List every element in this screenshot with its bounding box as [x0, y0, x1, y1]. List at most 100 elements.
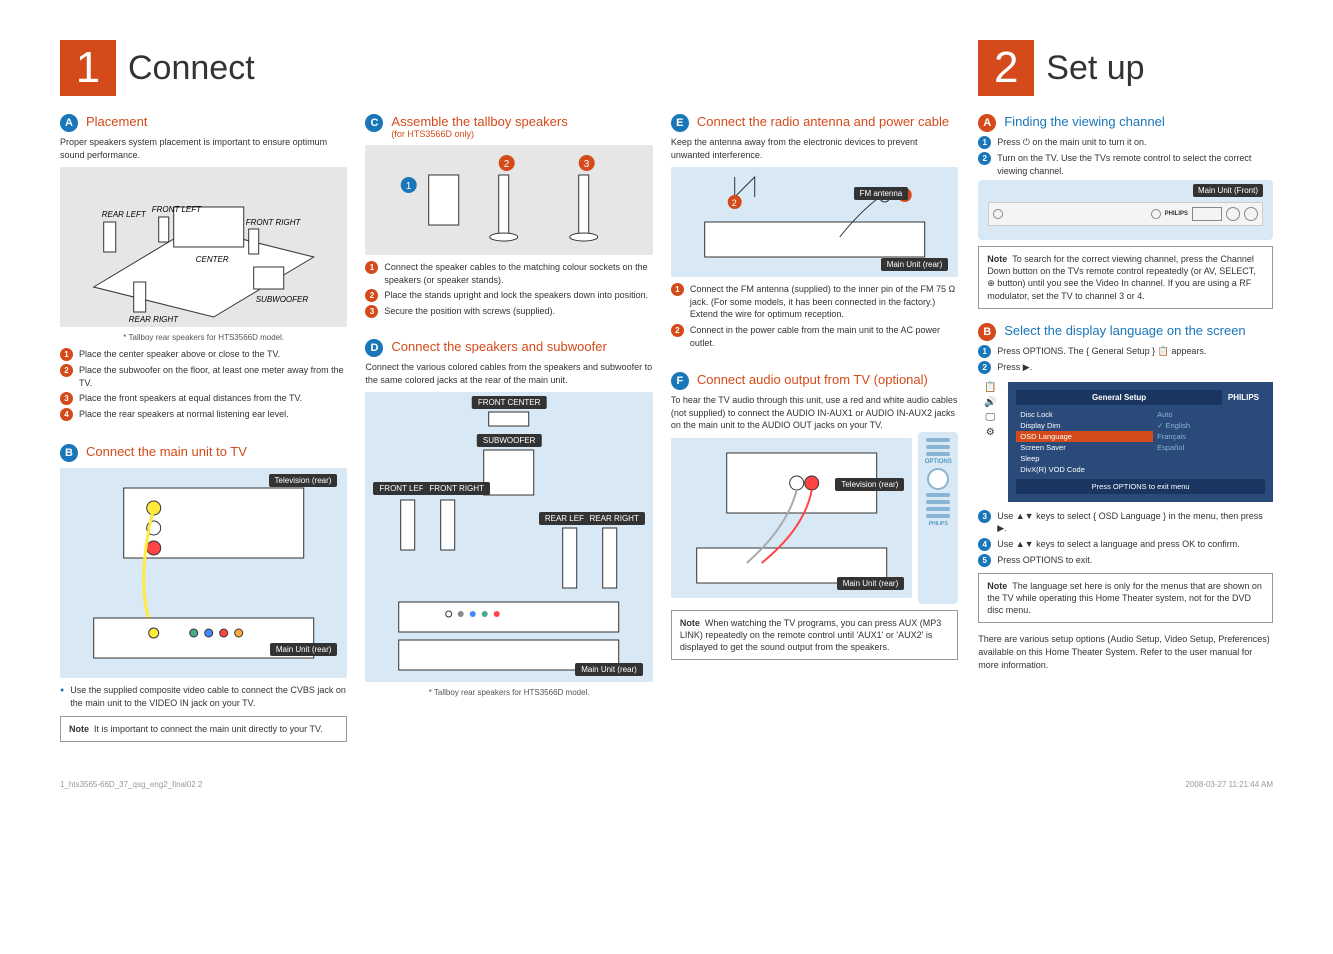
letter-D: D [365, 339, 383, 357]
E-unit: Main Unit (rear) [881, 258, 949, 271]
A-step-1: Place the center speaker above or close … [79, 348, 280, 361]
E-step-1: Connect the FM antenna (supplied) to the… [690, 283, 958, 321]
svg-text:2: 2 [504, 159, 510, 170]
menu-icon-2: 🔊 [984, 397, 996, 408]
D-unit: Main Unit (rear) [575, 663, 643, 676]
E-fm: FM antenna [854, 187, 909, 200]
section-setup: 2 Set up A Finding the viewing channel 1… [978, 40, 1273, 742]
B-diagram: Television (rear) Main Unit (rear) [60, 468, 347, 678]
intro-E: Keep the antenna away from the electroni… [671, 136, 958, 161]
2B-step-a2: Press ▶. [997, 361, 1032, 374]
letter-B: B [60, 444, 78, 462]
osd-menu: General Setup PHILIPS Disc Lock Display … [1008, 382, 1273, 502]
section-2-title: Set up [1046, 49, 1144, 88]
eject-icon [1244, 207, 1258, 221]
menu-right-col: Auto ✓ English Français Español [1153, 409, 1265, 475]
svg-text:CENTER: CENTER [196, 255, 229, 264]
A-step-3: Place the front speakers at equal distan… [79, 392, 302, 405]
subsection-B: B Connect the main unit to TV Television… [60, 444, 347, 741]
E-diagram: FM antenna Main Unit (rear) 2 1 [671, 167, 958, 277]
C-step-2: Place the stands upright and lock the sp… [384, 289, 648, 302]
remote-diagram: OPTIONS PHILIPS [918, 432, 958, 604]
subsection-C: C Assemble the tallboy speakers (for HTS… [365, 114, 652, 321]
F-tv: Television (rear) [835, 478, 904, 491]
letter-A: A [60, 114, 78, 132]
footer-right: 2008-03-27 11:21:44 AM [1186, 780, 1273, 789]
2A-note: Note To search for the correct viewing c… [978, 246, 1273, 309]
svg-text:FRONT RIGHT: FRONT RIGHT [246, 218, 302, 227]
placement-diagram: REAR LEFT FRONT LEFT CENTER FRONT RIGHT … [60, 167, 347, 327]
connect-col-2: C Assemble the tallboy speakers (for HTS… [365, 114, 652, 742]
F-unit: Main Unit (rear) [837, 577, 905, 590]
title-2B: Select the display language on the scree… [1004, 323, 1245, 338]
svg-text:1: 1 [406, 181, 412, 192]
2B-step-b3: Press OPTIONS to exit. [997, 554, 1092, 567]
unit-front-label: Main Unit (Front) [1193, 184, 1263, 197]
F-diagram: Television (rear) Main Unit (rear) [671, 438, 912, 598]
2B-step-a1: Press OPTIONS. The { General Setup } 📋 a… [997, 345, 1206, 358]
title-F: Connect audio output from TV (optional) [697, 372, 928, 387]
page-root: 1 Connect A Placement Proper speakers sy… [60, 40, 1273, 742]
B-unit-label: Main Unit (rear) [270, 643, 338, 656]
title-C: Assemble the tallboy speakers [391, 114, 567, 129]
intro-F: To hear the TV audio through this unit, … [671, 394, 958, 432]
section-2-number: 2 [978, 40, 1034, 96]
brand-label: PHILIPS [1165, 211, 1188, 217]
connect-col-1: A Placement Proper speakers system place… [60, 114, 347, 742]
connect-header: 1 Connect [60, 40, 958, 96]
connect-col-3: E Connect the radio antenna and power ca… [671, 114, 958, 742]
subsection-2B: B Select the display language on the scr… [978, 323, 1273, 671]
title-B: Connect the main unit to TV [86, 444, 247, 459]
footer-left: 1_hts3565-66D_37_qsg_eng2_final02 2 [60, 780, 202, 789]
subsection-E: E Connect the radio antenna and power ca… [671, 114, 958, 352]
disc-icon [1226, 207, 1240, 221]
svg-text:2: 2 [732, 198, 737, 208]
subsection-A: A Placement Proper speakers system place… [60, 114, 347, 424]
svg-text:REAR RIGHT: REAR RIGHT [129, 315, 179, 324]
2B-step-b2: Use ▲▼ keys to select a language and pre… [997, 538, 1239, 551]
letter-E: E [671, 114, 689, 132]
page-footer: 1_hts3565-66D_37_qsg_eng2_final02 2 2008… [60, 772, 1273, 789]
C-diagram: 1 2 3 [365, 145, 652, 255]
connect-columns: A Placement Proper speakers system place… [60, 114, 958, 742]
svg-text:REAR LEFT: REAR LEFT [102, 210, 147, 219]
D-fc: FRONT CENTER [472, 396, 547, 409]
letter-2B: B [978, 323, 996, 341]
setup-header: 2 Set up [978, 40, 1273, 96]
letter-F: F [671, 372, 689, 390]
caption-A: * Tallboy rear speakers for HTS3566D mod… [60, 333, 347, 342]
C-step-3: Secure the position with screws (supplie… [384, 305, 555, 318]
subsection-F: F Connect audio output from TV (optional… [671, 372, 958, 660]
letter-C: C [365, 114, 383, 132]
subsection-2A: A Finding the viewing channel 1Press ⏻ o… [978, 114, 1273, 309]
menu-icon-4: ⚙ [986, 427, 995, 438]
title-A: Placement [86, 114, 147, 129]
svg-text:FRONT LEFT: FRONT LEFT [152, 205, 202, 214]
2B-closing: There are various setup options (Audio S… [978, 633, 1273, 671]
menu-icon-3: 🖵 [985, 412, 995, 423]
2B-note: Note The language set here is only for t… [978, 573, 1273, 623]
power-icon [993, 209, 1003, 219]
F-note: Note When watching the TV programs, you … [671, 610, 958, 660]
D-rr: REAR RIGHT [584, 512, 645, 525]
section-1-number: 1 [60, 40, 116, 96]
2B-step-b1: Use ▲▼ keys to select { OSD Language } i… [997, 510, 1273, 535]
main-unit-front-diagram: Main Unit (Front) PHILIPS [978, 180, 1273, 240]
menu-brand: PHILIPS [1222, 390, 1265, 409]
title-E: Connect the radio antenna and power cabl… [697, 114, 949, 129]
section-connect: 1 Connect A Placement Proper speakers sy… [60, 40, 958, 742]
svg-text:SUBWOOFER: SUBWOOFER [256, 295, 309, 304]
aux-icon [1151, 209, 1161, 219]
menu-header: General Setup [1016, 390, 1222, 405]
subsection-D: D Connect the speakers and subwoofer Con… [365, 339, 652, 697]
section-1-title: Connect [128, 49, 255, 88]
svg-text:3: 3 [584, 159, 590, 170]
E-step-2: Connect in the power cable from the main… [690, 324, 958, 349]
B-bullet: Use the supplied composite video cable t… [60, 684, 347, 709]
title-D: Connect the speakers and subwoofer [391, 339, 606, 354]
menu-footer: Press OPTIONS to exit menu [1016, 479, 1265, 494]
intro-D: Connect the various colored cables from … [365, 361, 652, 386]
sub-C: (for HTS3566D only) [391, 129, 567, 139]
menu-left-col: Disc Lock Display Dim OSD Language Scree… [1016, 409, 1153, 475]
D-fr: FRONT RIGHT [423, 482, 490, 495]
